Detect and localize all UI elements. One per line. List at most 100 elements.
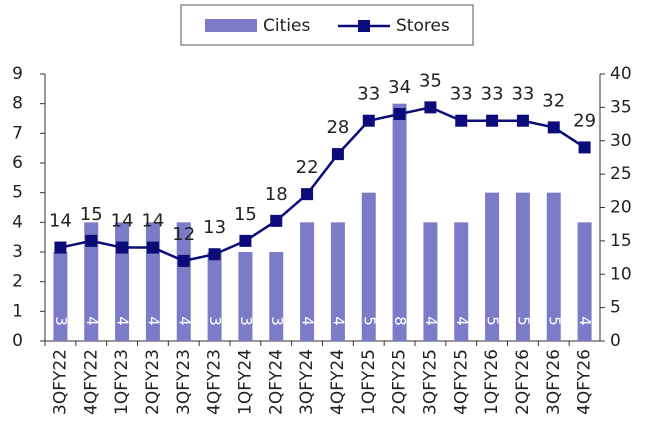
point-label: 22 (296, 157, 319, 178)
bar-label: 4 (114, 316, 132, 326)
x-tick-label: 1QFY23 (112, 349, 132, 415)
marker (208, 248, 221, 261)
x-tick-label: 4QFY22 (81, 349, 101, 415)
bar (84, 222, 99, 341)
x-tick-label: 1QFY25 (359, 349, 379, 415)
point-label: 12 (172, 224, 195, 245)
bar (485, 192, 500, 341)
bar-label: 5 (360, 316, 378, 326)
point-label: 29 (573, 110, 596, 131)
y-tick-label: 1 (12, 301, 23, 321)
marker (116, 241, 129, 254)
bar-label: 4 (144, 316, 162, 326)
y-tick-label: 0 (12, 331, 23, 351)
x-tick-label: 2QFY25 (390, 349, 410, 415)
x-tick-label: 4QFY23 (205, 349, 225, 415)
bar-label: 4 (453, 316, 471, 326)
marker (239, 234, 252, 247)
bar (53, 252, 68, 341)
x-tick-label: 3QFY22 (50, 349, 70, 415)
bar-label: 3 (237, 316, 255, 326)
point-label: 18 (265, 184, 288, 205)
y2-tick-label: 0 (610, 331, 621, 351)
bar (238, 252, 253, 341)
point-label: 14 (49, 211, 72, 232)
y2-tick-label: 40 (610, 64, 632, 84)
x-tick-label: 2QFY26 (513, 349, 533, 415)
point-label: 33 (450, 84, 473, 105)
marker (331, 148, 344, 161)
y2-tick-label: 20 (610, 198, 632, 218)
point-label: 35 (419, 70, 442, 91)
point-label: 33 (511, 84, 534, 105)
bar-label: 4 (422, 316, 440, 326)
x-tick-label: 4QFY26 (575, 349, 595, 415)
bar-label: 4 (175, 316, 193, 326)
x-tick-label: 3QFY23 (174, 349, 194, 415)
bar (176, 222, 191, 341)
bar (515, 192, 530, 341)
x-tick-label: 3QFY25 (420, 349, 440, 415)
marker (578, 141, 591, 154)
bar-label: 3 (52, 316, 70, 326)
bar (454, 222, 469, 341)
point-label: 28 (326, 117, 349, 138)
y-tick-label: 4 (12, 212, 23, 232)
point-label: 14 (111, 211, 134, 232)
y2-tick-label: 10 (610, 264, 632, 284)
bar (546, 192, 561, 341)
point-label: 15 (234, 204, 257, 225)
bar-label: 8 (391, 316, 409, 326)
bar-label: 4 (299, 316, 317, 326)
bar (361, 192, 376, 341)
point-label: 32 (542, 90, 565, 111)
y-tick-label: 2 (12, 272, 23, 292)
marker (547, 121, 560, 134)
bar-label: 5 (484, 316, 502, 326)
bar (423, 222, 438, 341)
marker (177, 254, 190, 267)
legend-swatch (205, 19, 257, 32)
point-label: 33 (357, 84, 380, 105)
point-label: 14 (141, 211, 164, 232)
x-tick-label: 1QFY24 (235, 349, 255, 415)
y-tick-label: 6 (12, 153, 23, 173)
x-tick-label: 4QFY25 (451, 349, 471, 415)
y2-tick-label: 5 (610, 298, 621, 318)
marker (85, 234, 98, 247)
y2-tick-label: 30 (610, 131, 632, 151)
marker (362, 114, 375, 127)
marker (54, 241, 67, 254)
x-tick-label: 1QFY26 (482, 349, 502, 415)
point-label: 15 (80, 204, 103, 225)
bar-label: 4 (576, 316, 594, 326)
bar-label: 5 (545, 316, 563, 326)
bar (392, 103, 407, 342)
y2-tick-label: 35 (610, 97, 632, 117)
bar-label: 4 (83, 316, 101, 326)
line (60, 106, 586, 263)
marker (455, 114, 468, 127)
y-tick-label: 8 (12, 94, 23, 114)
y-tick-label: 7 (12, 123, 23, 143)
x-tick-label: 2QFY24 (266, 349, 286, 415)
marker (516, 114, 529, 127)
point-label: 33 (481, 84, 504, 105)
bar-label: 4 (329, 316, 347, 326)
x-tick-label: 2QFY23 (143, 349, 163, 415)
bar (269, 252, 284, 341)
marker (393, 108, 406, 121)
bar (330, 222, 345, 341)
marker (424, 101, 437, 114)
y2-tick-label: 15 (610, 231, 632, 251)
legend-label: Stores (396, 16, 450, 36)
marker (270, 214, 283, 227)
bar-label: 3 (206, 316, 224, 326)
bar-label: 5 (514, 316, 532, 326)
x-tick-label: 3QFY26 (544, 349, 564, 415)
marker (146, 241, 159, 254)
legend-label: Cities (263, 16, 310, 36)
y-tick-label: 5 (12, 183, 23, 203)
y2-tick-label: 25 (610, 164, 632, 184)
bar (300, 222, 315, 341)
